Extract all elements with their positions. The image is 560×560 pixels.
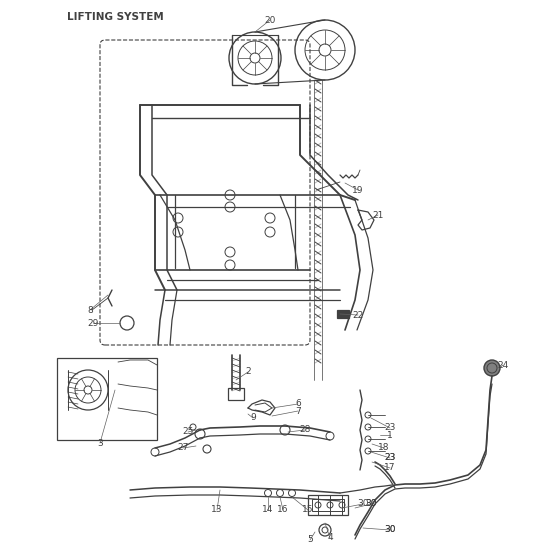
Bar xyxy=(337,310,349,318)
Text: 1: 1 xyxy=(387,431,393,440)
Text: 19: 19 xyxy=(352,185,364,194)
Text: 23: 23 xyxy=(384,454,396,463)
Text: 30: 30 xyxy=(365,500,377,508)
Text: LIFTING SYSTEM: LIFTING SYSTEM xyxy=(67,12,164,22)
Text: 5: 5 xyxy=(307,535,313,544)
Text: 25: 25 xyxy=(183,427,194,436)
Text: 22: 22 xyxy=(352,310,363,320)
Text: 16: 16 xyxy=(277,506,289,515)
Bar xyxy=(228,388,244,400)
Text: 21: 21 xyxy=(372,211,384,220)
Text: 27: 27 xyxy=(178,444,189,452)
Text: 4: 4 xyxy=(327,534,333,543)
Text: 2: 2 xyxy=(245,367,251,376)
Text: 30: 30 xyxy=(384,525,396,534)
Text: 14: 14 xyxy=(262,506,274,515)
Bar xyxy=(57,358,157,440)
Text: 29: 29 xyxy=(87,319,99,328)
Text: 15: 15 xyxy=(302,506,314,515)
Text: 30: 30 xyxy=(357,500,368,508)
Text: 8: 8 xyxy=(87,306,93,315)
Text: 23: 23 xyxy=(384,454,396,463)
Text: 17: 17 xyxy=(384,464,396,473)
Text: 13: 13 xyxy=(211,506,223,515)
Text: 20: 20 xyxy=(264,16,276,25)
Text: 7: 7 xyxy=(295,407,301,416)
Bar xyxy=(312,499,344,511)
Text: 3: 3 xyxy=(97,438,103,447)
Circle shape xyxy=(484,360,500,376)
Text: 9: 9 xyxy=(250,413,256,422)
Text: 23: 23 xyxy=(384,423,396,432)
Bar xyxy=(308,495,348,515)
Text: 24: 24 xyxy=(497,361,508,370)
Text: 30: 30 xyxy=(384,525,396,534)
Text: 28: 28 xyxy=(299,426,311,435)
Text: 6: 6 xyxy=(295,399,301,408)
Text: 30: 30 xyxy=(365,500,377,508)
Text: 18: 18 xyxy=(378,444,390,452)
